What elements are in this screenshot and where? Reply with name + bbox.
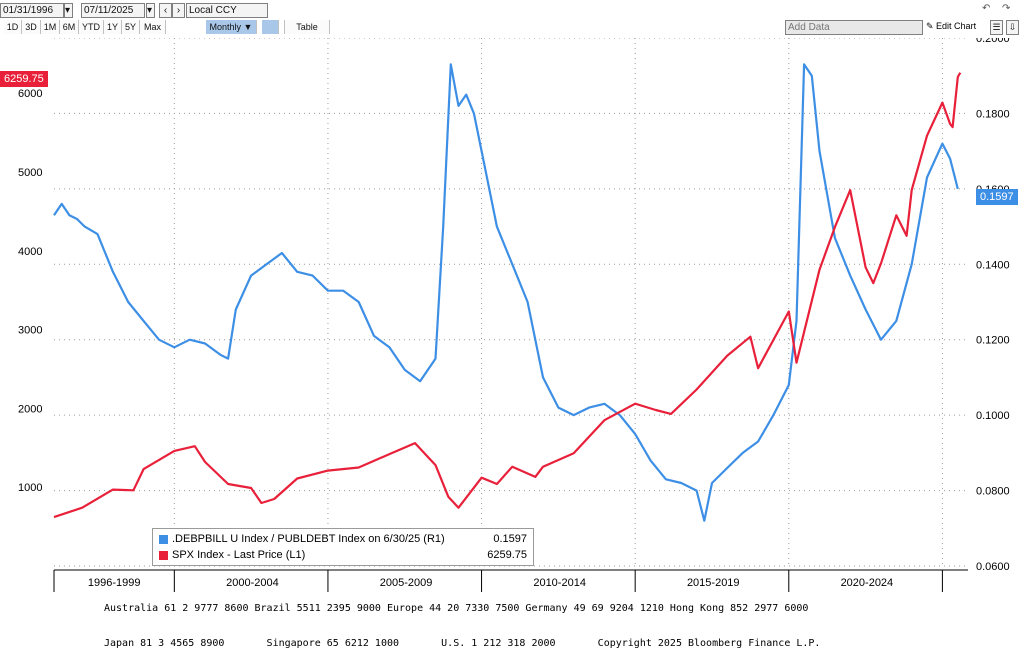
price-chart: 0.06000.08000.10000.12000.14000.16000.18… — [18, 38, 1010, 592]
x-axis-period-label: 2020-2024 — [841, 577, 894, 589]
footer-contacts-line1: Australia 61 2 9777 8600 Brazil 5511 239… — [104, 603, 809, 614]
right-axis-tick-label: 0.1400 — [976, 259, 1010, 271]
period-button-6m[interactable]: 6M — [60, 20, 79, 34]
right-axis-tick-label: 0.0800 — [976, 486, 1010, 498]
right-axis-tick-label: 0.0600 — [976, 561, 1010, 573]
legend-item-ratio: .DEBPBILL U Index / PUBLDEBT Index on 6/… — [159, 531, 527, 547]
x-axis-period-label: 1996-1999 — [88, 577, 141, 589]
start-date-field[interactable]: 01/31/1996 — [0, 3, 64, 18]
period-button-1d[interactable]: 1D — [4, 20, 22, 34]
left-axis-tick-label: 2000 — [18, 403, 42, 415]
left-axis-tick-label: 6000 — [18, 88, 42, 100]
legend-swatch-red — [159, 550, 168, 560]
chart-type-button[interactable] — [262, 20, 279, 34]
period-button-3d[interactable]: 3D — [22, 20, 41, 34]
ratio-series-line — [53, 63, 959, 522]
prev-arrow-icon[interactable]: ‹ — [159, 3, 172, 18]
chart-settings-icon[interactable]: ☰ — [990, 20, 1003, 35]
redo-icon[interactable]: ↷ — [1002, 3, 1011, 14]
footer-contacts-line2: Japan 81 3 4565 8900 Singapore 65 6212 1… — [104, 638, 821, 649]
table-button[interactable]: Table — [284, 20, 330, 34]
end-date-field[interactable]: 07/11/2025 — [81, 3, 145, 18]
left-axis-tick-label: 3000 — [18, 325, 42, 337]
left-axis-tick-label: 4000 — [18, 246, 42, 258]
currency-select[interactable]: Local CCY — [186, 3, 268, 18]
legend-swatch-blue — [159, 534, 168, 544]
period-button-1m[interactable]: 1M — [41, 20, 60, 34]
spx-last-value-badge: 6259.75 — [0, 71, 48, 87]
x-axis-period-label: 2010-2014 — [533, 577, 586, 589]
right-axis-tick-label: 0.2000 — [976, 38, 1010, 45]
right-axis-tick-label: 0.1800 — [976, 108, 1010, 120]
edit-chart-button[interactable]: ✎ Edit Chart — [926, 21, 977, 31]
left-axis-tick-label: 1000 — [18, 482, 42, 494]
left-axis-tick-label: 5000 — [18, 167, 42, 179]
end-date-picker-icon[interactable]: ▾ — [146, 3, 155, 18]
frequency-select[interactable]: Monthly ▼ — [206, 20, 257, 34]
period-button-5y[interactable]: 5Y — [122, 20, 140, 34]
legend-item-spx: SPX Index - Last Price (L1) 6259.75 — [159, 547, 527, 563]
next-arrow-icon[interactable]: › — [172, 3, 185, 18]
chart-legend[interactable]: .DEBPBILL U Index / PUBLDEBT Index on 6/… — [152, 528, 534, 566]
undo-icon[interactable]: ↶ — [982, 3, 991, 14]
x-axis-period-label: 2015-2019 — [687, 577, 740, 589]
period-button-ytd[interactable]: YTD — [79, 20, 104, 34]
right-axis-tick-label: 0.1000 — [976, 410, 1010, 422]
right-axis-tick-label: 0.1200 — [976, 335, 1010, 347]
start-date-picker-icon[interactable]: ▾ — [64, 3, 73, 18]
x-axis-period-label: 2000-2004 — [226, 577, 279, 589]
edit-icon: ✎ — [926, 21, 937, 31]
add-data-input[interactable]: Add Data — [785, 20, 923, 35]
spx-series-line — [53, 72, 962, 519]
chart-toolbar: 01/31/1996 ▾ 07/11/2025 ▾ ‹ › Local CCY … — [0, 0, 1024, 38]
ratio-last-value-badge: 0.1597 — [976, 189, 1018, 205]
period-button-max[interactable]: Max — [140, 20, 166, 34]
x-axis-period-label: 2005-2009 — [380, 577, 433, 589]
period-button-1y[interactable]: 1Y — [104, 20, 122, 34]
export-icon[interactable]: ⇩ — [1006, 20, 1019, 35]
plot-area — [54, 38, 968, 566]
